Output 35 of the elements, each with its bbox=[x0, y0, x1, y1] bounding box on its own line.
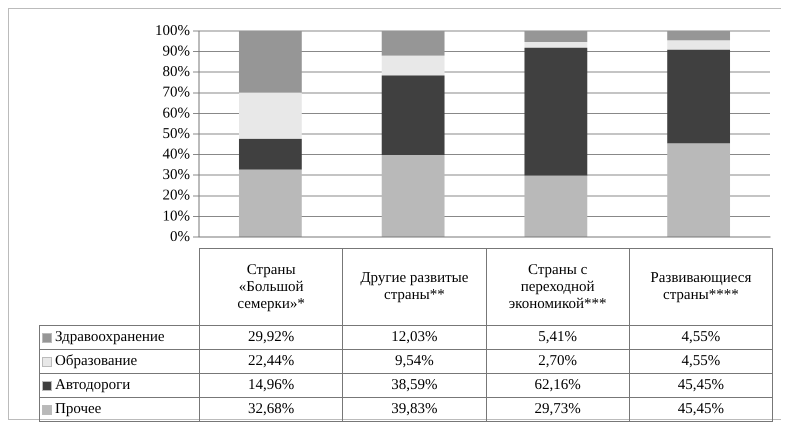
x-tick-label: Страны с переходной экономикой*** bbox=[486, 248, 630, 326]
data-label: 39,83% bbox=[342, 398, 486, 422]
legend-label: Образование bbox=[55, 353, 138, 369]
y-tick-label: 40% bbox=[162, 146, 190, 163]
data-label: 22,44% bbox=[200, 350, 343, 374]
y-tick-label: 80% bbox=[162, 64, 190, 80]
data-label: 9,54% bbox=[342, 350, 486, 374]
y-tick-label: 10% bbox=[162, 208, 190, 224]
x-tick-label: Другие развитые страны** bbox=[342, 248, 486, 326]
legend-label: Здравоохранение bbox=[55, 329, 165, 345]
data-label: 12,03% bbox=[342, 326, 486, 350]
y-tick-label: 0% bbox=[170, 228, 190, 245]
x-tick-label: Развивающиеся страны**** bbox=[629, 248, 772, 326]
legend-label: Автодороги bbox=[55, 377, 130, 393]
y-tick-label: 30% bbox=[162, 167, 190, 184]
data-label: 4,55% bbox=[629, 326, 772, 350]
data-label: 62,16% bbox=[486, 374, 630, 398]
y-tick-label: 90% bbox=[162, 44, 190, 60]
data-label: 38,59% bbox=[342, 374, 486, 398]
data-label: 45,45% bbox=[629, 398, 772, 422]
data-label: 4,55% bbox=[629, 350, 772, 374]
data-label: 45,45% bbox=[629, 374, 772, 398]
data-label: 29,73% bbox=[486, 398, 630, 422]
x-tick-label: Страны «Большой семерки»* bbox=[200, 248, 343, 326]
y-tick-label: 20% bbox=[162, 188, 190, 204]
data-label: 2,70% bbox=[486, 350, 630, 374]
data-label: 29,92% bbox=[200, 326, 343, 350]
y-tick-label: 50% bbox=[162, 126, 190, 142]
data-label: 32,68% bbox=[200, 398, 343, 422]
data-label: 5,41% bbox=[486, 326, 630, 350]
y-tick-label: 100% bbox=[155, 22, 190, 39]
y-tick-label: 60% bbox=[162, 105, 190, 122]
y-tick-label: 70% bbox=[162, 84, 190, 101]
data-label: 14,96% bbox=[200, 374, 343, 398]
legend-label: Прочее bbox=[55, 401, 102, 417]
